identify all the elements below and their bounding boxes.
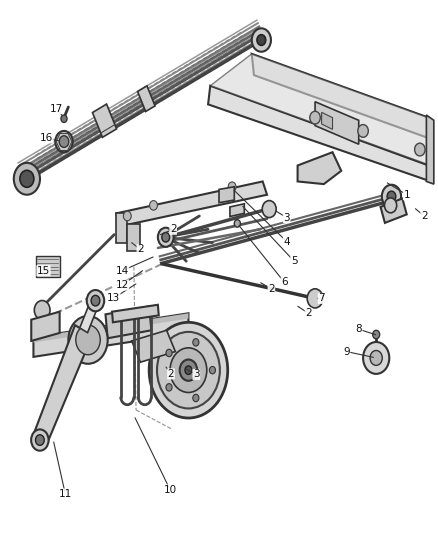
Text: 9: 9 bbox=[343, 346, 350, 357]
Circle shape bbox=[209, 367, 215, 374]
Circle shape bbox=[59, 136, 69, 148]
Circle shape bbox=[149, 322, 228, 418]
Text: 2: 2 bbox=[421, 211, 427, 221]
Circle shape bbox=[385, 198, 397, 213]
Polygon shape bbox=[117, 213, 127, 243]
Text: 5: 5 bbox=[291, 256, 297, 266]
Circle shape bbox=[373, 330, 380, 339]
Text: 4: 4 bbox=[283, 237, 290, 247]
Text: 13: 13 bbox=[107, 293, 120, 303]
Polygon shape bbox=[321, 112, 332, 130]
Circle shape bbox=[68, 316, 108, 364]
Polygon shape bbox=[138, 86, 155, 111]
Polygon shape bbox=[32, 325, 92, 447]
Polygon shape bbox=[210, 54, 431, 165]
Polygon shape bbox=[106, 306, 151, 338]
Circle shape bbox=[55, 131, 73, 152]
Circle shape bbox=[193, 338, 199, 346]
Circle shape bbox=[382, 185, 401, 208]
Circle shape bbox=[157, 332, 220, 408]
Polygon shape bbox=[31, 312, 60, 341]
Circle shape bbox=[310, 111, 320, 124]
Circle shape bbox=[150, 200, 157, 210]
Circle shape bbox=[87, 290, 104, 311]
Polygon shape bbox=[315, 102, 359, 144]
Polygon shape bbox=[219, 187, 234, 203]
Circle shape bbox=[20, 170, 34, 187]
Text: 10: 10 bbox=[163, 485, 177, 495]
Polygon shape bbox=[426, 115, 434, 184]
Circle shape bbox=[166, 349, 172, 357]
Circle shape bbox=[252, 28, 271, 52]
Circle shape bbox=[228, 182, 236, 191]
Circle shape bbox=[158, 228, 173, 247]
Polygon shape bbox=[127, 224, 141, 251]
Polygon shape bbox=[208, 86, 431, 181]
Text: 3: 3 bbox=[193, 369, 200, 379]
Circle shape bbox=[170, 348, 207, 392]
Polygon shape bbox=[33, 313, 188, 343]
Text: 2: 2 bbox=[170, 224, 177, 235]
Text: 2: 2 bbox=[305, 308, 312, 318]
Polygon shape bbox=[35, 256, 60, 277]
Circle shape bbox=[257, 35, 266, 45]
Circle shape bbox=[31, 430, 49, 451]
Circle shape bbox=[35, 435, 44, 446]
Circle shape bbox=[34, 301, 50, 320]
Text: 8: 8 bbox=[355, 324, 362, 334]
Text: 16: 16 bbox=[40, 133, 53, 143]
Circle shape bbox=[166, 384, 172, 391]
Circle shape bbox=[180, 360, 197, 381]
Circle shape bbox=[370, 351, 382, 366]
Polygon shape bbox=[112, 305, 159, 322]
Circle shape bbox=[124, 211, 131, 221]
Polygon shape bbox=[132, 330, 175, 362]
Text: 6: 6 bbox=[281, 278, 288, 287]
Polygon shape bbox=[92, 104, 117, 138]
Circle shape bbox=[358, 125, 368, 138]
Text: 2: 2 bbox=[168, 369, 174, 379]
Text: 7: 7 bbox=[318, 293, 325, 303]
Circle shape bbox=[193, 394, 199, 402]
Circle shape bbox=[387, 191, 396, 201]
Circle shape bbox=[76, 325, 100, 355]
Circle shape bbox=[162, 232, 170, 242]
Polygon shape bbox=[80, 299, 99, 333]
Polygon shape bbox=[33, 313, 188, 357]
Polygon shape bbox=[297, 152, 341, 184]
Circle shape bbox=[14, 163, 40, 195]
Text: 14: 14 bbox=[116, 266, 129, 276]
Polygon shape bbox=[117, 181, 267, 227]
Text: 3: 3 bbox=[283, 213, 290, 223]
Circle shape bbox=[91, 295, 100, 306]
Text: 11: 11 bbox=[59, 489, 72, 499]
Text: 17: 17 bbox=[50, 103, 63, 114]
Circle shape bbox=[234, 220, 240, 227]
Circle shape bbox=[307, 289, 323, 308]
Circle shape bbox=[61, 115, 67, 123]
Text: 12: 12 bbox=[116, 280, 129, 290]
Text: 1: 1 bbox=[403, 190, 410, 200]
Polygon shape bbox=[252, 54, 431, 139]
Circle shape bbox=[185, 366, 192, 374]
Text: 2: 2 bbox=[137, 245, 144, 254]
Circle shape bbox=[262, 200, 276, 217]
Text: 2: 2 bbox=[268, 284, 275, 294]
Polygon shape bbox=[381, 198, 407, 223]
Polygon shape bbox=[230, 204, 244, 216]
Circle shape bbox=[363, 342, 389, 374]
Circle shape bbox=[415, 143, 425, 156]
Text: 15: 15 bbox=[37, 266, 50, 276]
